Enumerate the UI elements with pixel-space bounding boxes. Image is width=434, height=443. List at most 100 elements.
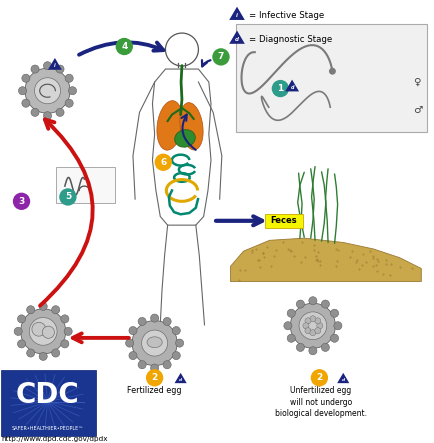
Text: i: i bbox=[236, 13, 237, 18]
Text: ♂: ♂ bbox=[413, 105, 422, 115]
Circle shape bbox=[32, 322, 46, 336]
Circle shape bbox=[56, 108, 64, 117]
Circle shape bbox=[302, 323, 308, 329]
Polygon shape bbox=[285, 80, 298, 91]
Polygon shape bbox=[174, 373, 186, 383]
Circle shape bbox=[22, 74, 30, 82]
Circle shape bbox=[20, 309, 66, 354]
Circle shape bbox=[26, 349, 35, 357]
Circle shape bbox=[13, 193, 30, 210]
Ellipse shape bbox=[179, 103, 203, 150]
Circle shape bbox=[308, 347, 316, 355]
Circle shape bbox=[64, 327, 72, 335]
Text: http://www.dpd.cdc.gov/dpdx: http://www.dpd.cdc.gov/dpdx bbox=[2, 436, 108, 442]
Circle shape bbox=[330, 334, 338, 342]
FancyBboxPatch shape bbox=[56, 167, 115, 202]
Circle shape bbox=[163, 317, 171, 326]
Circle shape bbox=[154, 154, 171, 171]
Circle shape bbox=[65, 99, 73, 107]
Text: ♀: ♀ bbox=[413, 77, 420, 87]
Circle shape bbox=[115, 38, 133, 55]
Circle shape bbox=[43, 112, 52, 120]
Circle shape bbox=[310, 369, 327, 386]
Ellipse shape bbox=[147, 337, 162, 348]
Polygon shape bbox=[229, 7, 244, 20]
Text: 5: 5 bbox=[65, 192, 71, 202]
Text: 6: 6 bbox=[160, 158, 166, 167]
Text: 3: 3 bbox=[18, 197, 25, 206]
Circle shape bbox=[141, 330, 167, 356]
Circle shape bbox=[39, 352, 47, 361]
Circle shape bbox=[138, 361, 146, 369]
Circle shape bbox=[321, 300, 329, 308]
Circle shape bbox=[289, 303, 335, 348]
Text: CDC: CDC bbox=[16, 381, 79, 409]
Text: 1: 1 bbox=[276, 84, 283, 93]
Text: 2: 2 bbox=[316, 373, 322, 382]
Text: Fertilized egg: Fertilized egg bbox=[127, 386, 181, 396]
Circle shape bbox=[304, 318, 310, 324]
Polygon shape bbox=[229, 31, 244, 44]
Circle shape bbox=[172, 326, 180, 334]
Text: d: d bbox=[234, 37, 238, 42]
Circle shape bbox=[175, 339, 183, 347]
Circle shape bbox=[132, 321, 177, 365]
Text: d: d bbox=[341, 378, 344, 382]
Circle shape bbox=[26, 306, 35, 314]
Circle shape bbox=[150, 364, 158, 372]
Ellipse shape bbox=[157, 101, 182, 150]
Circle shape bbox=[68, 87, 76, 95]
Text: d: d bbox=[179, 378, 182, 382]
Circle shape bbox=[328, 68, 335, 75]
Circle shape bbox=[150, 314, 158, 322]
Circle shape bbox=[146, 369, 163, 386]
Polygon shape bbox=[230, 238, 420, 281]
Circle shape bbox=[61, 315, 69, 323]
Text: = Infective Stage: = Infective Stage bbox=[249, 11, 324, 20]
Circle shape bbox=[138, 317, 146, 326]
Circle shape bbox=[309, 316, 315, 322]
Circle shape bbox=[65, 74, 73, 82]
Circle shape bbox=[296, 343, 304, 351]
Circle shape bbox=[29, 318, 57, 345]
Circle shape bbox=[22, 99, 30, 107]
Circle shape bbox=[25, 68, 70, 113]
Circle shape bbox=[52, 349, 59, 357]
Circle shape bbox=[163, 361, 171, 369]
Circle shape bbox=[18, 87, 26, 95]
Text: SAFER•HEALTHIER•PEOPLE™: SAFER•HEALTHIER•PEOPLE™ bbox=[11, 426, 83, 431]
Text: 2: 2 bbox=[151, 373, 158, 382]
FancyBboxPatch shape bbox=[1, 369, 95, 436]
Circle shape bbox=[172, 352, 180, 360]
Circle shape bbox=[316, 323, 322, 329]
Circle shape bbox=[330, 309, 338, 317]
Circle shape bbox=[31, 65, 39, 73]
Circle shape bbox=[212, 48, 229, 66]
FancyBboxPatch shape bbox=[264, 214, 302, 228]
Circle shape bbox=[14, 327, 22, 335]
Circle shape bbox=[308, 297, 316, 305]
Circle shape bbox=[314, 328, 320, 334]
Circle shape bbox=[296, 300, 304, 308]
Circle shape bbox=[314, 318, 320, 324]
Polygon shape bbox=[48, 58, 62, 70]
Circle shape bbox=[271, 80, 288, 97]
Circle shape bbox=[333, 322, 341, 330]
Text: 7: 7 bbox=[217, 52, 224, 62]
Circle shape bbox=[309, 330, 315, 336]
Circle shape bbox=[56, 65, 64, 73]
Ellipse shape bbox=[174, 130, 195, 147]
Circle shape bbox=[31, 108, 39, 117]
Text: i: i bbox=[54, 63, 56, 68]
Circle shape bbox=[286, 309, 295, 317]
Circle shape bbox=[283, 322, 291, 330]
Text: 4: 4 bbox=[121, 42, 127, 51]
Circle shape bbox=[298, 312, 326, 340]
Polygon shape bbox=[336, 373, 349, 383]
Circle shape bbox=[34, 78, 60, 104]
Text: = Diagnostic Stage: = Diagnostic Stage bbox=[249, 35, 332, 43]
Text: d: d bbox=[289, 85, 293, 90]
Circle shape bbox=[52, 306, 59, 314]
Circle shape bbox=[42, 326, 54, 338]
Circle shape bbox=[128, 352, 137, 360]
